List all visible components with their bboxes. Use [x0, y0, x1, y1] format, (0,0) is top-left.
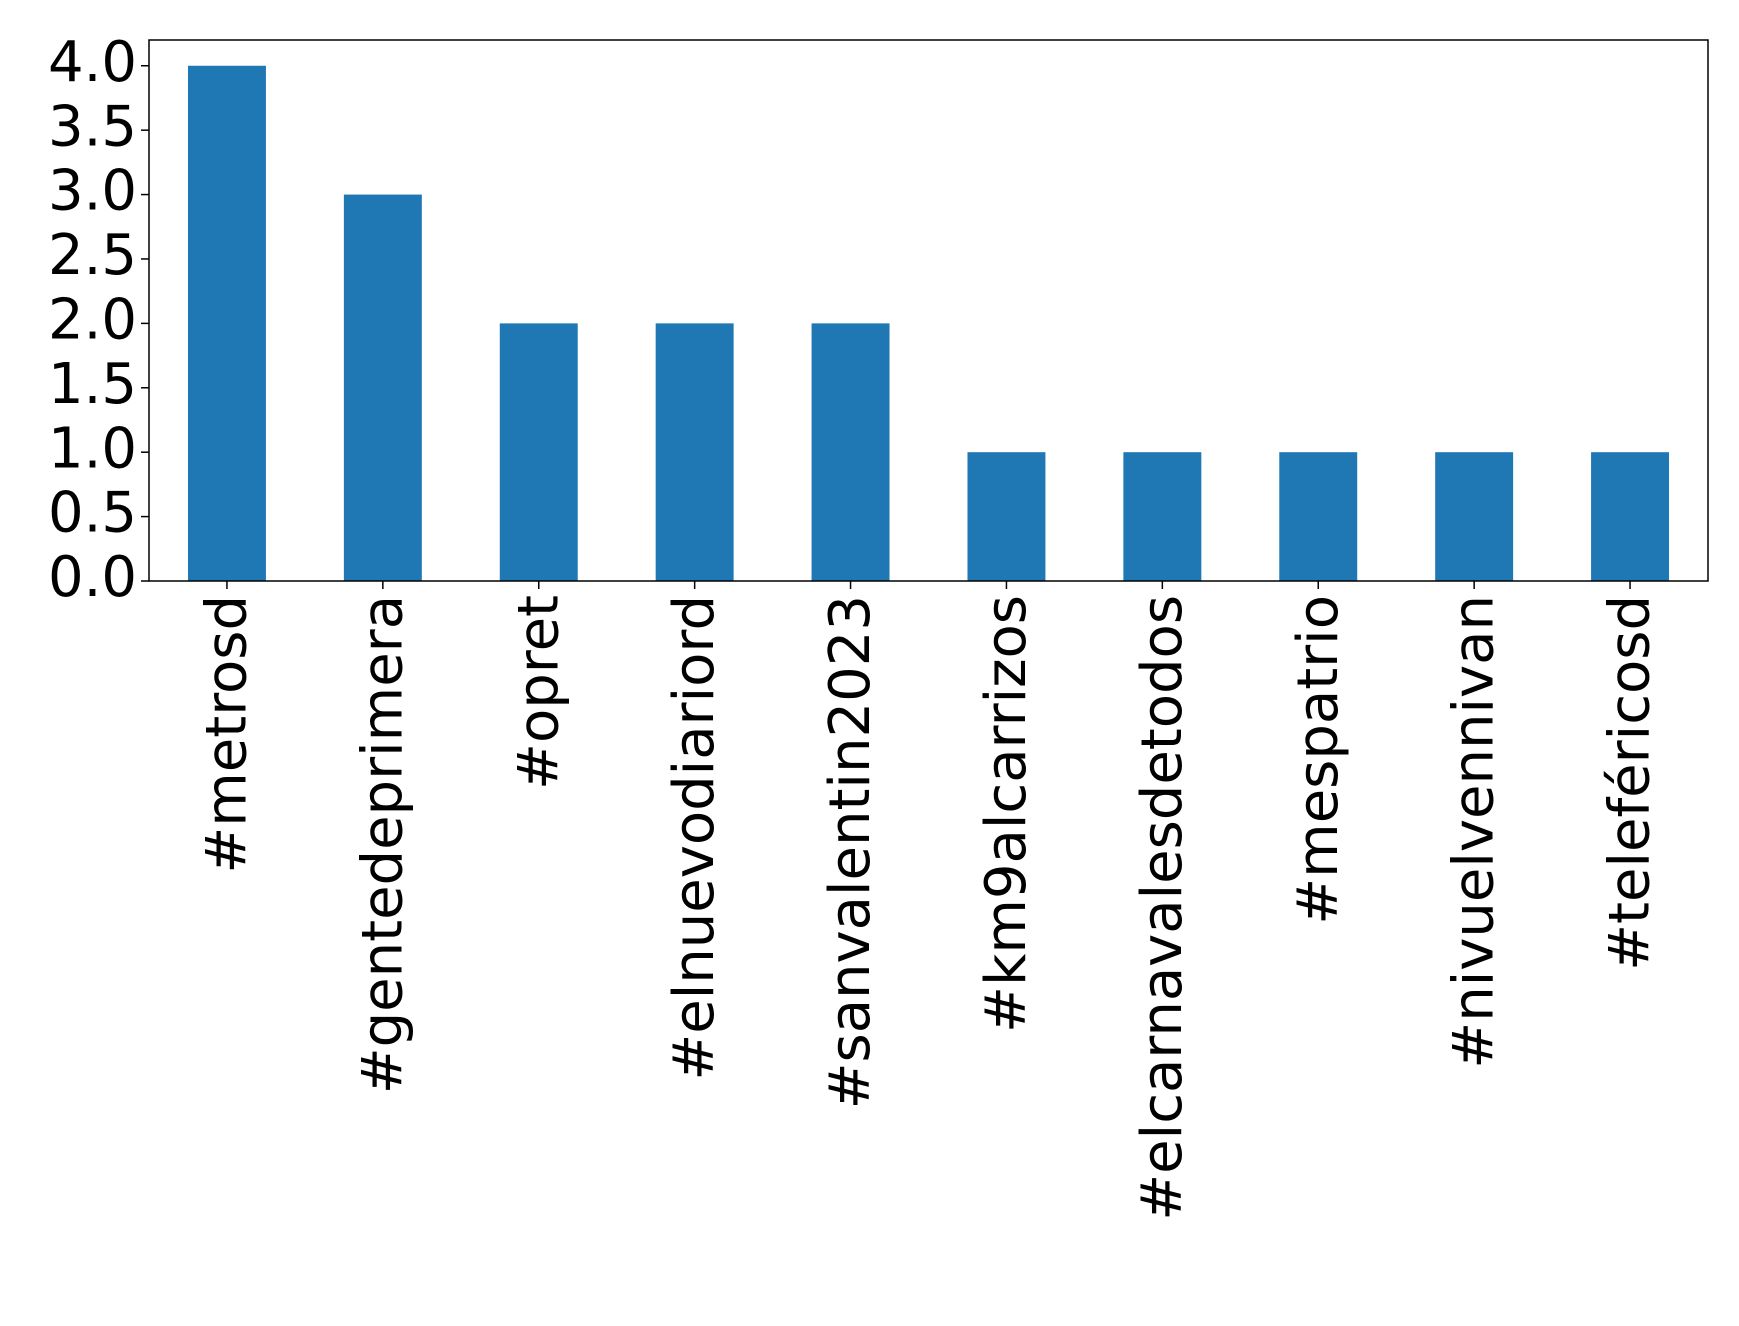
y-tick-label: 3.0	[48, 159, 137, 224]
x-tick-label: #elnuevodiariord	[662, 595, 727, 1081]
y-tick-label: 2.5	[48, 223, 137, 288]
bar	[967, 452, 1046, 581]
bar	[343, 194, 422, 582]
y-tick-label: 3.5	[48, 94, 137, 159]
x-tick-label: #metrosd	[194, 595, 259, 874]
x-tick-label: #gentedeprimera	[350, 595, 415, 1094]
bar	[655, 323, 734, 581]
bar	[811, 323, 890, 581]
bar	[1123, 452, 1202, 581]
y-tick-label: 1.5	[48, 352, 137, 417]
x-tick-label: #sanvalentin2023	[818, 595, 883, 1109]
bar	[499, 323, 578, 581]
y-tick-label: 4.0	[48, 30, 137, 95]
x-tick-label: #mespatrio	[1286, 595, 1351, 925]
bar	[1591, 452, 1670, 581]
y-tick-label: 0.5	[48, 481, 137, 546]
y-tick-label: 1.0	[48, 416, 137, 481]
bar	[1279, 452, 1358, 581]
x-tick-label: #km9alcarrizos	[974, 595, 1039, 1033]
x-tick-label: #elcarnavalesdetodos	[1130, 595, 1195, 1221]
bar	[1435, 452, 1514, 581]
plot-frame	[148, 39, 1709, 582]
bar	[187, 65, 266, 581]
x-tick-label: #nivuelvennivan	[1442, 595, 1507, 1069]
x-tick-label: #teleféricosd	[1598, 595, 1663, 971]
x-tick-label: #opret	[506, 595, 571, 790]
y-tick-label: 0.0	[48, 545, 137, 610]
y-tick-label: 2.0	[48, 288, 137, 353]
